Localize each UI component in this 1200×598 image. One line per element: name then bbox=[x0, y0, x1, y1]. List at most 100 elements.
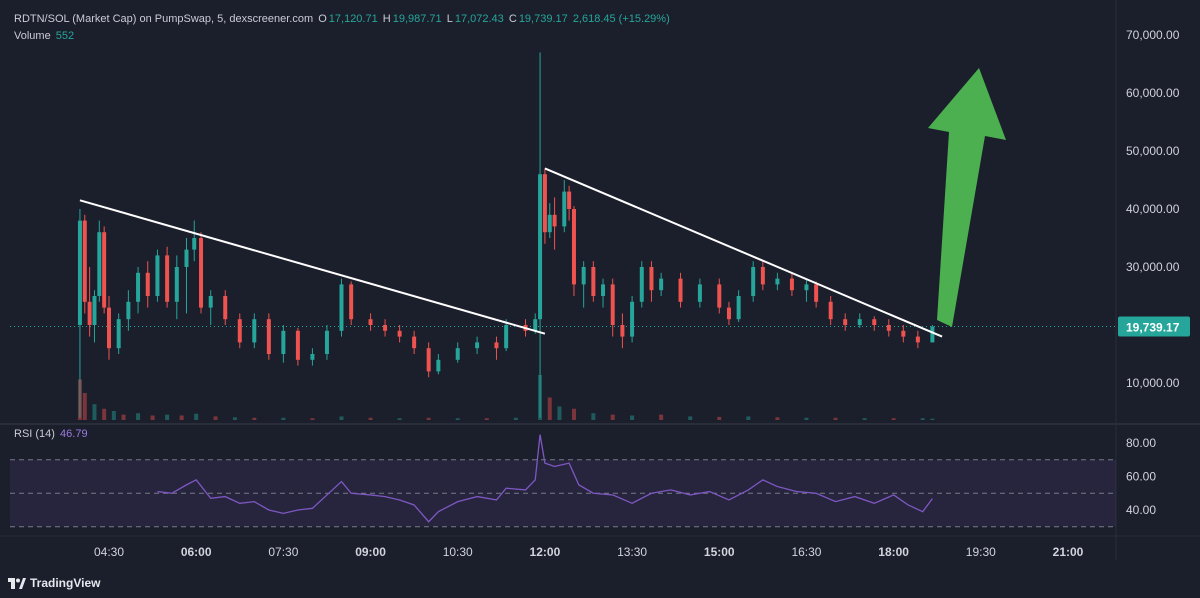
candle-body bbox=[562, 191, 567, 227]
price-tick: 30,000.00 bbox=[1126, 260, 1180, 274]
high-label: H bbox=[382, 13, 391, 25]
candle-body bbox=[310, 354, 315, 360]
volume-bar bbox=[213, 416, 218, 420]
volume-bar bbox=[930, 418, 935, 420]
last-price-label: 19,739.17 bbox=[1126, 321, 1180, 335]
candlesticks bbox=[77, 52, 935, 418]
candle-body bbox=[601, 284, 606, 296]
symbol-label[interactable]: RDTN/SOL (Market Cap) on PumpSwap, 5, de… bbox=[14, 13, 314, 25]
candle-body bbox=[192, 238, 197, 250]
candle-body bbox=[436, 359, 441, 372]
volume-bar bbox=[397, 418, 402, 420]
rsi-value: 46.79 bbox=[60, 428, 88, 440]
time-tick: 15:00 bbox=[704, 545, 735, 559]
rsi-tick: 40.00 bbox=[1126, 503, 1156, 517]
up-arrow-annotation bbox=[928, 68, 1006, 327]
volume-bar bbox=[111, 411, 116, 420]
volume-value: 552 bbox=[55, 30, 75, 42]
candle-body bbox=[295, 330, 300, 360]
candle-body bbox=[266, 319, 271, 354]
time-tick: 06:00 bbox=[181, 545, 212, 559]
volume-bar bbox=[232, 417, 237, 420]
volume-bar bbox=[92, 404, 97, 420]
close-value: 19,739.17 bbox=[518, 13, 568, 25]
candle-body bbox=[760, 267, 765, 285]
candle-body bbox=[412, 336, 417, 349]
volume-bar bbox=[310, 418, 315, 420]
candle-body bbox=[155, 255, 160, 296]
rsi-pane bbox=[157, 434, 933, 523]
candle-body bbox=[789, 278, 794, 291]
tradingview-logo[interactable]: TradingView bbox=[8, 576, 100, 590]
candle-body bbox=[252, 319, 257, 343]
volume-bar bbox=[136, 413, 141, 420]
candle-body bbox=[116, 319, 121, 349]
volume-bar bbox=[833, 417, 838, 420]
candle-body bbox=[281, 330, 286, 354]
rsi-tick: 60.00 bbox=[1126, 470, 1156, 484]
volume-bar bbox=[339, 416, 344, 420]
rsi-legend: RSI (14) 46.79 bbox=[14, 428, 90, 440]
volume-bar bbox=[150, 415, 155, 420]
candle-body bbox=[504, 325, 509, 349]
open-label: O bbox=[318, 13, 327, 25]
last-price-badge bbox=[1118, 316, 1190, 337]
candle-body bbox=[630, 301, 635, 337]
candle-body bbox=[208, 296, 213, 308]
candle-body bbox=[901, 330, 906, 337]
candle-body bbox=[126, 301, 131, 320]
candle-body bbox=[77, 220, 82, 325]
volume-bar bbox=[368, 417, 373, 420]
green-up-arrow bbox=[928, 68, 1006, 327]
rsi-line bbox=[157, 434, 933, 523]
volume-bar bbox=[630, 415, 635, 420]
volume-bar bbox=[775, 417, 780, 420]
volume-bar bbox=[455, 418, 460, 420]
candle-body bbox=[775, 278, 780, 285]
candle-body bbox=[223, 296, 228, 320]
volume-bar bbox=[804, 417, 809, 420]
candle-body bbox=[145, 272, 150, 296]
candle-body bbox=[165, 255, 170, 302]
volume-bar bbox=[121, 414, 126, 420]
volume-bar bbox=[179, 415, 184, 420]
volume-bar bbox=[165, 414, 170, 420]
candle-body bbox=[426, 348, 431, 372]
candle-body bbox=[639, 267, 644, 302]
volume-bar bbox=[426, 417, 431, 420]
volume-bar bbox=[746, 416, 751, 420]
candle-body bbox=[591, 267, 596, 296]
volume-label[interactable]: Volume bbox=[14, 30, 51, 42]
rsi-label[interactable]: RSI (14) bbox=[14, 428, 55, 440]
time-tick: 12:00 bbox=[530, 545, 561, 559]
candle-body bbox=[843, 319, 848, 325]
candle-body bbox=[828, 301, 833, 320]
candle-body bbox=[538, 174, 543, 320]
candle-body bbox=[581, 267, 586, 285]
candle-body bbox=[475, 342, 480, 349]
candle-body bbox=[567, 191, 572, 209]
candle-body bbox=[659, 278, 664, 291]
symbol-legend: RDTN/SOL (Market Cap) on PumpSwap, 5, de… bbox=[14, 13, 672, 25]
volume-bar bbox=[920, 418, 925, 420]
volume-bar bbox=[252, 417, 257, 420]
candle-body bbox=[92, 296, 97, 325]
time-tick: 10:30 bbox=[443, 545, 473, 559]
volume-bar bbox=[82, 393, 87, 420]
time-tick: 19:30 bbox=[966, 545, 996, 559]
open-value: 17,120.71 bbox=[328, 13, 378, 25]
volume-bar bbox=[591, 413, 596, 420]
candle-body bbox=[649, 267, 654, 291]
change-value: 2,618.45 (+15.29%) bbox=[572, 13, 670, 25]
price-tick: 60,000.00 bbox=[1126, 86, 1180, 100]
candle-body bbox=[97, 232, 102, 296]
candle-body bbox=[915, 336, 920, 343]
candle-body bbox=[184, 249, 189, 267]
volume-bar bbox=[717, 416, 722, 420]
candle-body bbox=[102, 232, 107, 308]
candle-body bbox=[383, 325, 388, 331]
tradingview-name: TradingView bbox=[30, 576, 101, 590]
price-tick: 40,000.00 bbox=[1126, 202, 1180, 216]
volume-bar bbox=[891, 418, 896, 420]
